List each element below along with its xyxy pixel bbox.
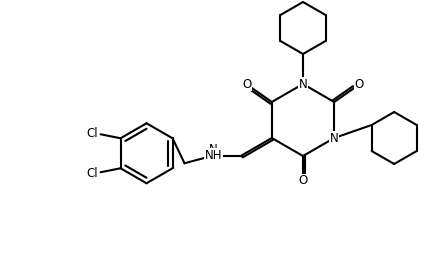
Text: N: N: [330, 132, 339, 144]
Text: O: O: [242, 77, 251, 91]
Text: O: O: [299, 174, 308, 188]
Text: O: O: [355, 77, 364, 91]
Text: NH: NH: [205, 149, 222, 162]
Text: Cl: Cl: [86, 127, 98, 140]
Text: N: N: [299, 77, 307, 91]
Text: H: H: [209, 149, 218, 162]
Text: N: N: [209, 143, 218, 156]
Text: Cl: Cl: [86, 167, 98, 180]
